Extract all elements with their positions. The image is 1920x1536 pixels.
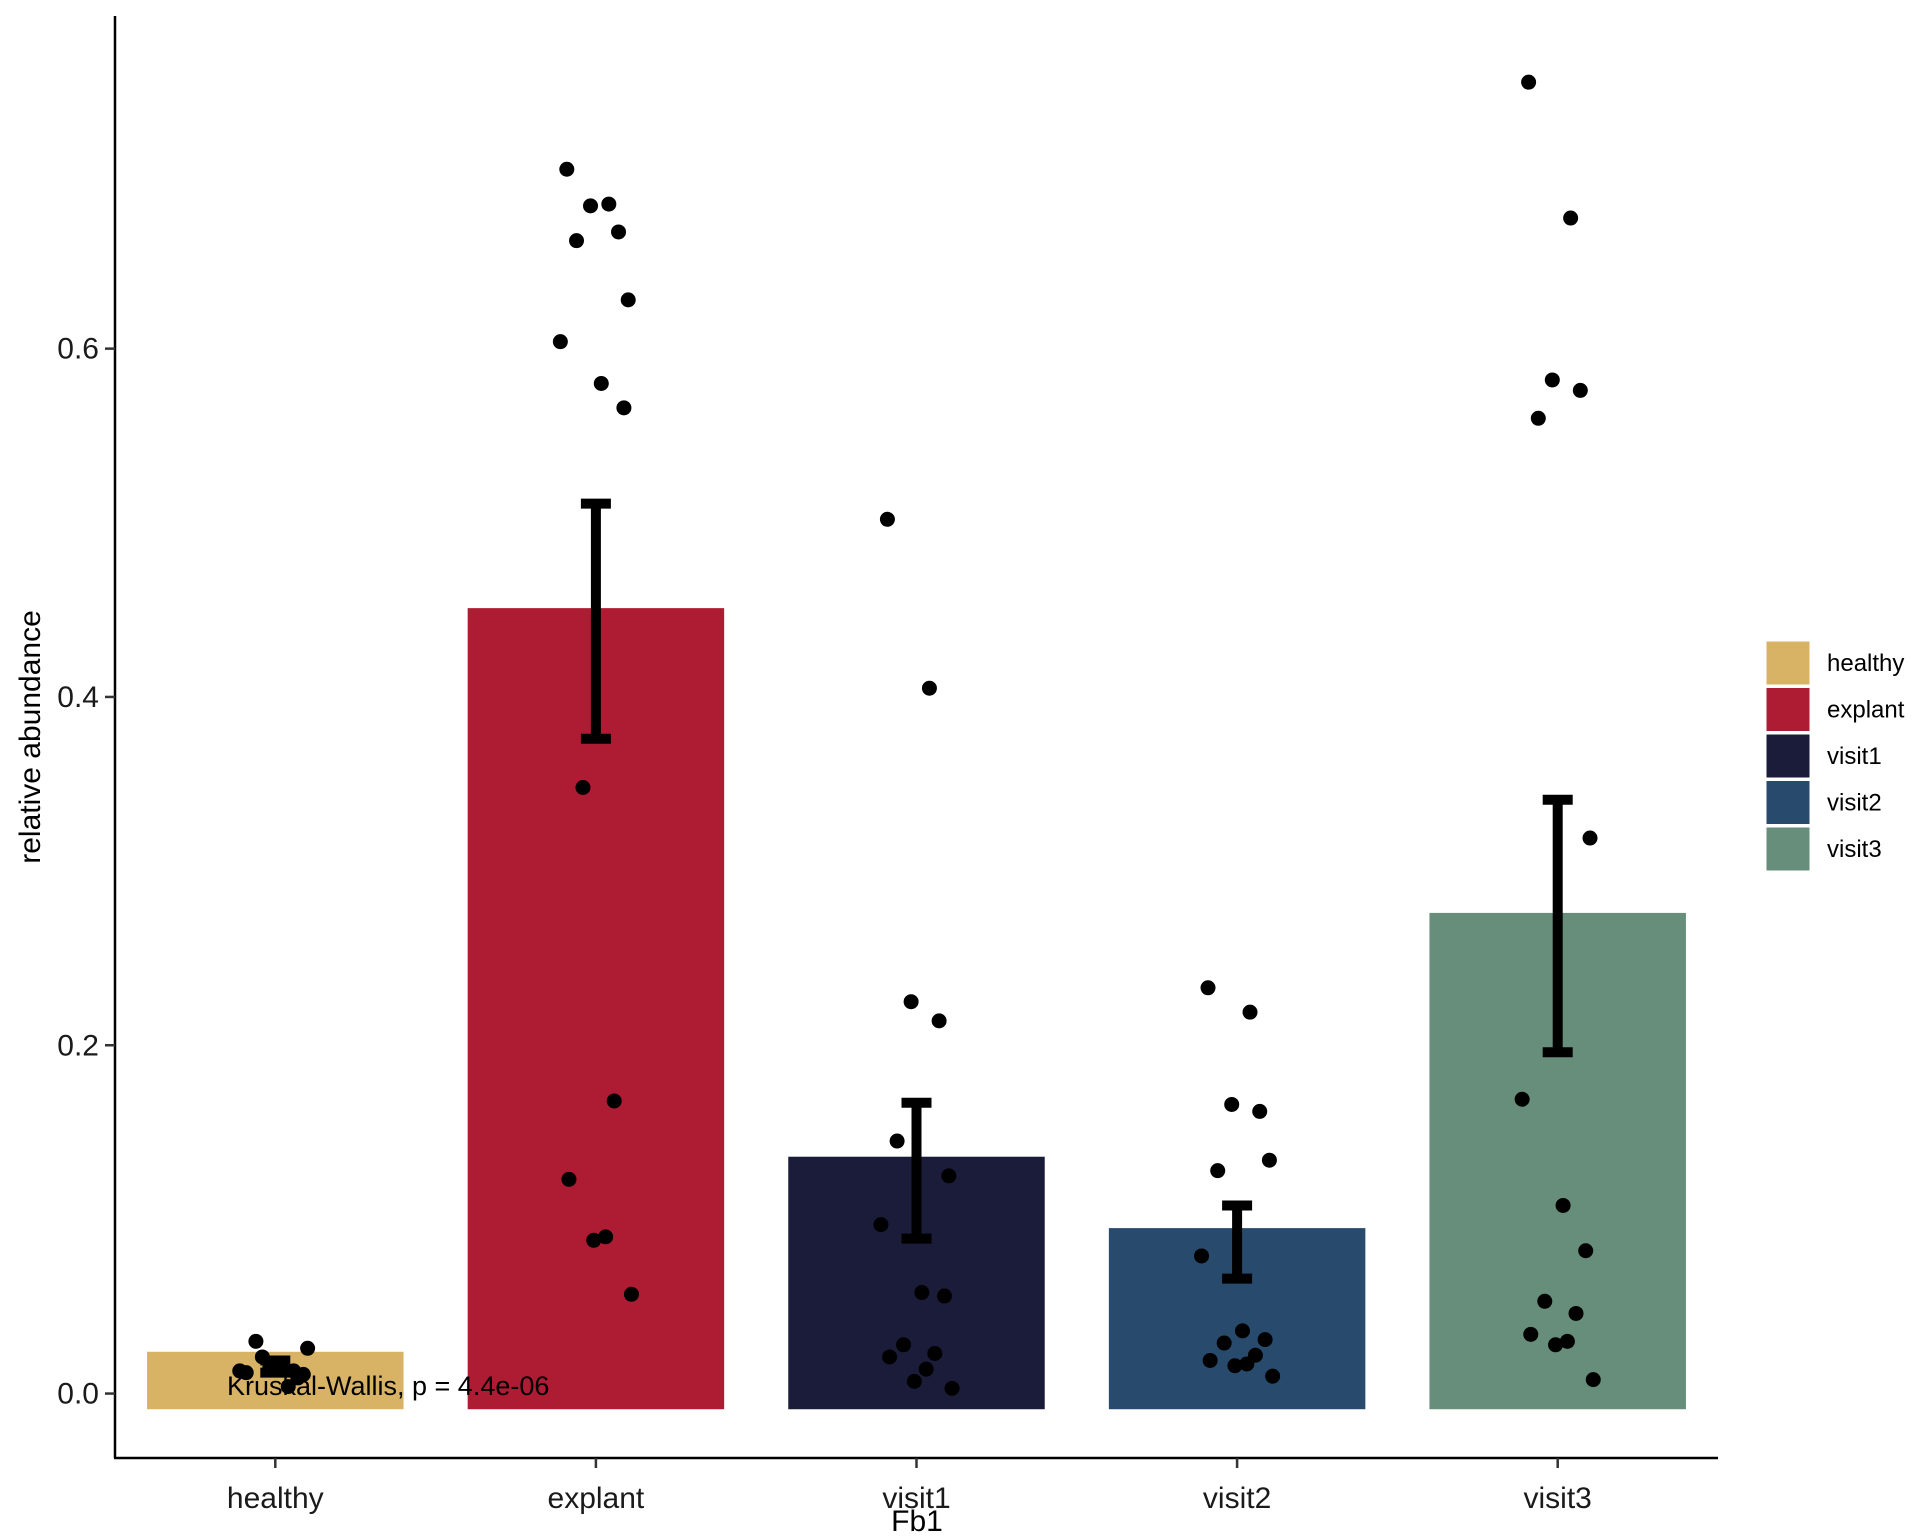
- data-point: [586, 1232, 602, 1248]
- y-ticks: 0.0 0.2 0.4 0.6: [57, 333, 115, 1411]
- data-point: [914, 1285, 930, 1301]
- x-tick-label: healthy: [227, 1482, 324, 1515]
- data-point: [1548, 1337, 1564, 1353]
- legend-key-healthy: [1765, 640, 1811, 686]
- data-point: [927, 1346, 943, 1362]
- legend-key-visit3: [1765, 826, 1811, 872]
- error-bar-visit3: [1542, 794, 1573, 1058]
- data-point: [575, 780, 591, 796]
- data-point: [1544, 372, 1560, 388]
- x-axis-title: Fb1: [891, 1505, 943, 1536]
- legend-label-healthy: healthy: [1827, 650, 1904, 677]
- legend-label-visit1: visit1: [1827, 743, 1882, 770]
- data-point: [1261, 1152, 1277, 1168]
- data-point: [1257, 1332, 1273, 1348]
- data-point: [620, 292, 636, 308]
- data-point: [286, 1363, 302, 1379]
- error-bar-visit2: [1222, 1200, 1253, 1284]
- data-point: [1530, 410, 1546, 426]
- data-point: [896, 1337, 912, 1353]
- data-point: [559, 161, 575, 177]
- data-point: [1216, 1335, 1232, 1351]
- legend-key-visit2: [1765, 780, 1811, 825]
- y-axis-title: relative abundance: [14, 610, 47, 864]
- data-point: [1252, 1103, 1268, 1119]
- data-points: [232, 74, 1601, 1396]
- data-point: [1559, 1333, 1575, 1349]
- data-point: [1568, 1305, 1584, 1321]
- data-point: [1210, 1163, 1226, 1179]
- data-point: [1585, 1372, 1601, 1388]
- data-point: [937, 1288, 953, 1304]
- data-point: [248, 1333, 264, 1349]
- data-point: [623, 1286, 639, 1302]
- error-bar-explant: [580, 498, 611, 744]
- data-point: [1537, 1293, 1553, 1309]
- data-point: [941, 1168, 957, 1184]
- x-tick-label: visit3: [1524, 1482, 1592, 1515]
- data-point: [918, 1361, 934, 1377]
- error-bar-visit1: [901, 1097, 932, 1244]
- data-point: [931, 1013, 947, 1029]
- data-point: [1265, 1368, 1281, 1384]
- data-point: [882, 1349, 898, 1365]
- data-point: [569, 233, 585, 249]
- y-tick-label: 0.0: [57, 1378, 99, 1411]
- data-point: [552, 334, 568, 350]
- data-point: [583, 198, 599, 214]
- data-point: [273, 1356, 289, 1372]
- data-point: [1227, 1358, 1243, 1374]
- x-ticks: healthy explant visit1 visit2 visit3: [227, 1458, 1592, 1515]
- data-point: [1572, 382, 1588, 398]
- data-point: [1582, 830, 1598, 846]
- x-tick-label: explant: [548, 1482, 645, 1515]
- data-point: [1234, 1323, 1250, 1339]
- data-point: [873, 1217, 889, 1233]
- legend-key-explant: [1765, 687, 1811, 732]
- data-point: [601, 196, 617, 212]
- data-point: [1200, 980, 1216, 996]
- data-point: [300, 1340, 316, 1356]
- data-point: [1521, 74, 1537, 90]
- data-point: [280, 1379, 296, 1395]
- data-point: [944, 1380, 960, 1396]
- data-point: [616, 400, 632, 416]
- data-point: [606, 1093, 622, 1109]
- data-point: [1194, 1248, 1210, 1264]
- data-point: [561, 1171, 577, 1187]
- data-point: [903, 994, 919, 1010]
- data-point: [1202, 1352, 1218, 1368]
- error-bars: [260, 498, 1573, 1378]
- data-point: [879, 511, 895, 527]
- y-tick-label: 0.2: [57, 1029, 99, 1062]
- data-point: [1523, 1326, 1539, 1342]
- data-point: [906, 1373, 922, 1389]
- data-point: [611, 224, 627, 240]
- x-tick-label: visit2: [1203, 1482, 1271, 1515]
- data-point: [1563, 210, 1579, 226]
- data-point: [1555, 1197, 1571, 1213]
- legend-label-explant: explant: [1827, 697, 1905, 724]
- kruskal-wallis-annotation: Kruskal-Wallis, p = 4.4e-06: [227, 1371, 549, 1401]
- data-point: [1242, 1004, 1258, 1020]
- legend-label-visit2: visit2: [1827, 790, 1882, 817]
- y-tick-label: 0.4: [57, 681, 99, 714]
- data-point: [593, 375, 609, 391]
- legend: healthy explant visit1 visit2 visit3: [1765, 640, 1905, 872]
- x-tick-label: visit1: [882, 1482, 950, 1515]
- legend-label-visit3: visit3: [1827, 836, 1882, 863]
- legend-key-visit1: [1765, 733, 1811, 779]
- data-point: [921, 680, 937, 696]
- data-point: [1239, 1356, 1255, 1372]
- y-tick-label: 0.6: [57, 333, 99, 366]
- data-point: [254, 1349, 270, 1365]
- data-point: [232, 1363, 248, 1379]
- data-point: [598, 1229, 614, 1245]
- data-point: [1578, 1243, 1594, 1259]
- data-point: [1224, 1096, 1240, 1112]
- data-point: [889, 1133, 905, 1149]
- data-point: [1514, 1091, 1530, 1107]
